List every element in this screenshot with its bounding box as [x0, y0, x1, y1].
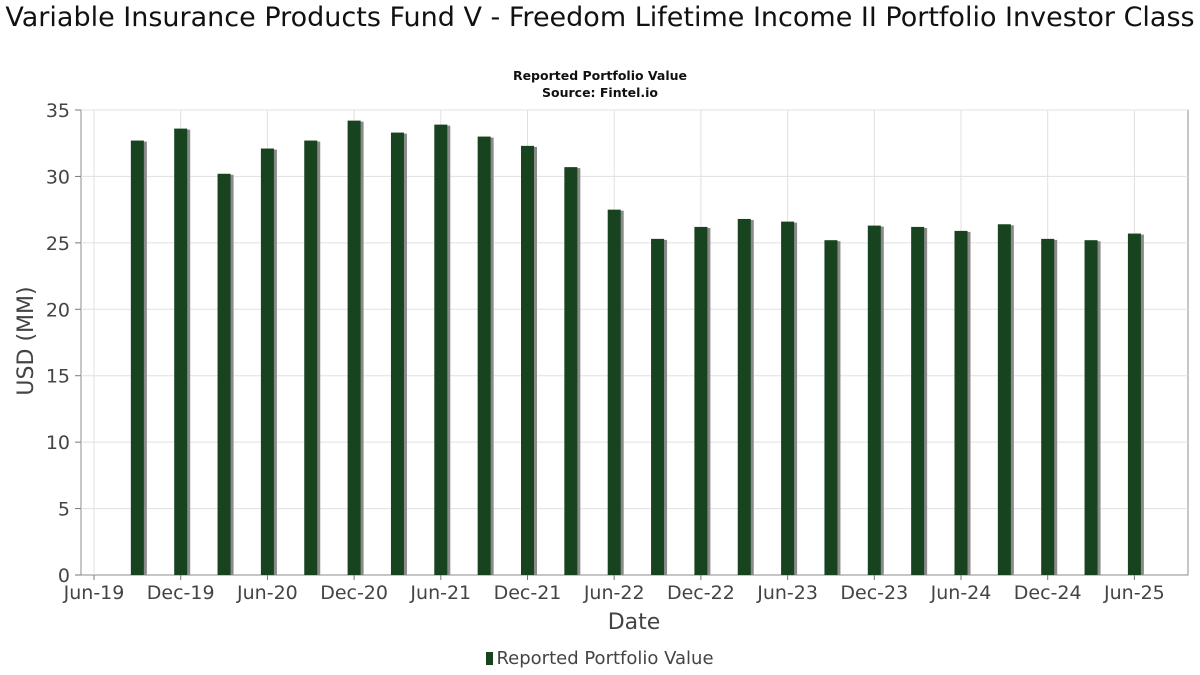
bar: Mar-23: 26.8: [737, 218, 751, 575]
x-tick-label: Dec-24: [1014, 582, 1082, 604]
x-tick-label: Dec-20: [320, 582, 388, 604]
x-tick-label: Jun-21: [409, 582, 471, 604]
bar: Mar-22: 30.7: [564, 167, 578, 575]
bar: Sep-20: 32.7: [304, 140, 318, 576]
bar: Dec-24: 25.3: [1041, 238, 1055, 575]
plot-area: [80, 109, 1189, 576]
legend-label: Reported Portfolio Value: [496, 648, 714, 669]
bar: Sep-22: 25.3: [651, 238, 665, 575]
bar: Dec-19: 33.6: [174, 128, 188, 575]
x-tick-label: Jun-25: [1103, 582, 1165, 604]
axes: 0 5 10 15 20 25 30 35 Jun-19 Dec-19 Jun-20 Dec-20 Ju…: [46, 100, 1165, 604]
bar-series: Sep-19: 32.7 Dec-19: 33.6 Mar-20: 30.2 Jun-…: [130, 120, 1144, 576]
y-tick-label: 25: [46, 233, 70, 255]
x-tick-label: Dec-21: [494, 582, 562, 604]
chart-subtitle: Reported Portfolio Value: [512, 68, 688, 83]
bar: Dec-22: 26.2: [694, 226, 708, 575]
chart-title: Variable Insurance Products Fund V - Fre…: [5, 2, 1195, 33]
x-tick-label: Dec-19: [147, 582, 215, 604]
x-axis-title: Date: [608, 610, 661, 635]
y-tick-label: 20: [46, 299, 70, 321]
y-tick-label: 0: [58, 565, 70, 587]
x-tick-label: Dec-23: [840, 582, 908, 604]
legend-swatch: [486, 652, 494, 665]
bar: Sep-23: 25.2: [824, 240, 838, 575]
x-tick-label: Jun-22: [583, 582, 645, 604]
bar: Mar-21: 33.3: [390, 132, 404, 576]
y-tick-label: 10: [46, 432, 70, 454]
bar: Dec-23: 26.3: [867, 225, 881, 576]
y-tick-label: 5: [58, 499, 70, 521]
x-tick-label: Jun-24: [930, 582, 992, 604]
y-tick-label: 30: [46, 166, 70, 188]
x-tick-label: Dec-22: [667, 582, 735, 604]
bar: Mar-25: 25.2: [1084, 240, 1098, 575]
y-tick-label: 15: [46, 366, 70, 388]
bar: Jun-23: 26.6: [781, 221, 795, 575]
bar: Sep-21: 33: [477, 136, 491, 576]
bar: Sep-19: 32.7: [130, 140, 144, 576]
bar: Mar-24: 26.2: [911, 226, 925, 575]
bar: Dec-20: 34.2: [347, 120, 361, 575]
bar: Jun-22: 27.5: [607, 209, 621, 575]
chart-legend: Reported Portfolio Value: [0, 648, 1200, 669]
bar: Mar-20: 30.2: [217, 173, 231, 575]
x-tick-label: Jun-20: [236, 582, 298, 604]
bar: Jun-20: 32.1: [260, 148, 274, 575]
bar: Jun-25: 25.7: [1127, 233, 1141, 576]
x-tick-label: Jun-19: [63, 582, 125, 604]
grid-lines: [80, 109, 1189, 576]
bar: Jun-21: 33.9: [434, 124, 448, 575]
chart-source: Source: Fintel.io: [542, 85, 658, 100]
y-axis-title: USD (MM): [14, 286, 39, 395]
bar: Dec-21: 32.3: [521, 145, 534, 575]
bar: Jun-24: 25.9: [954, 230, 968, 575]
bar: Sep-24: 26.4: [997, 224, 1011, 575]
y-tick-label: 35: [46, 100, 70, 122]
x-tick-label: Jun-23: [756, 582, 818, 604]
